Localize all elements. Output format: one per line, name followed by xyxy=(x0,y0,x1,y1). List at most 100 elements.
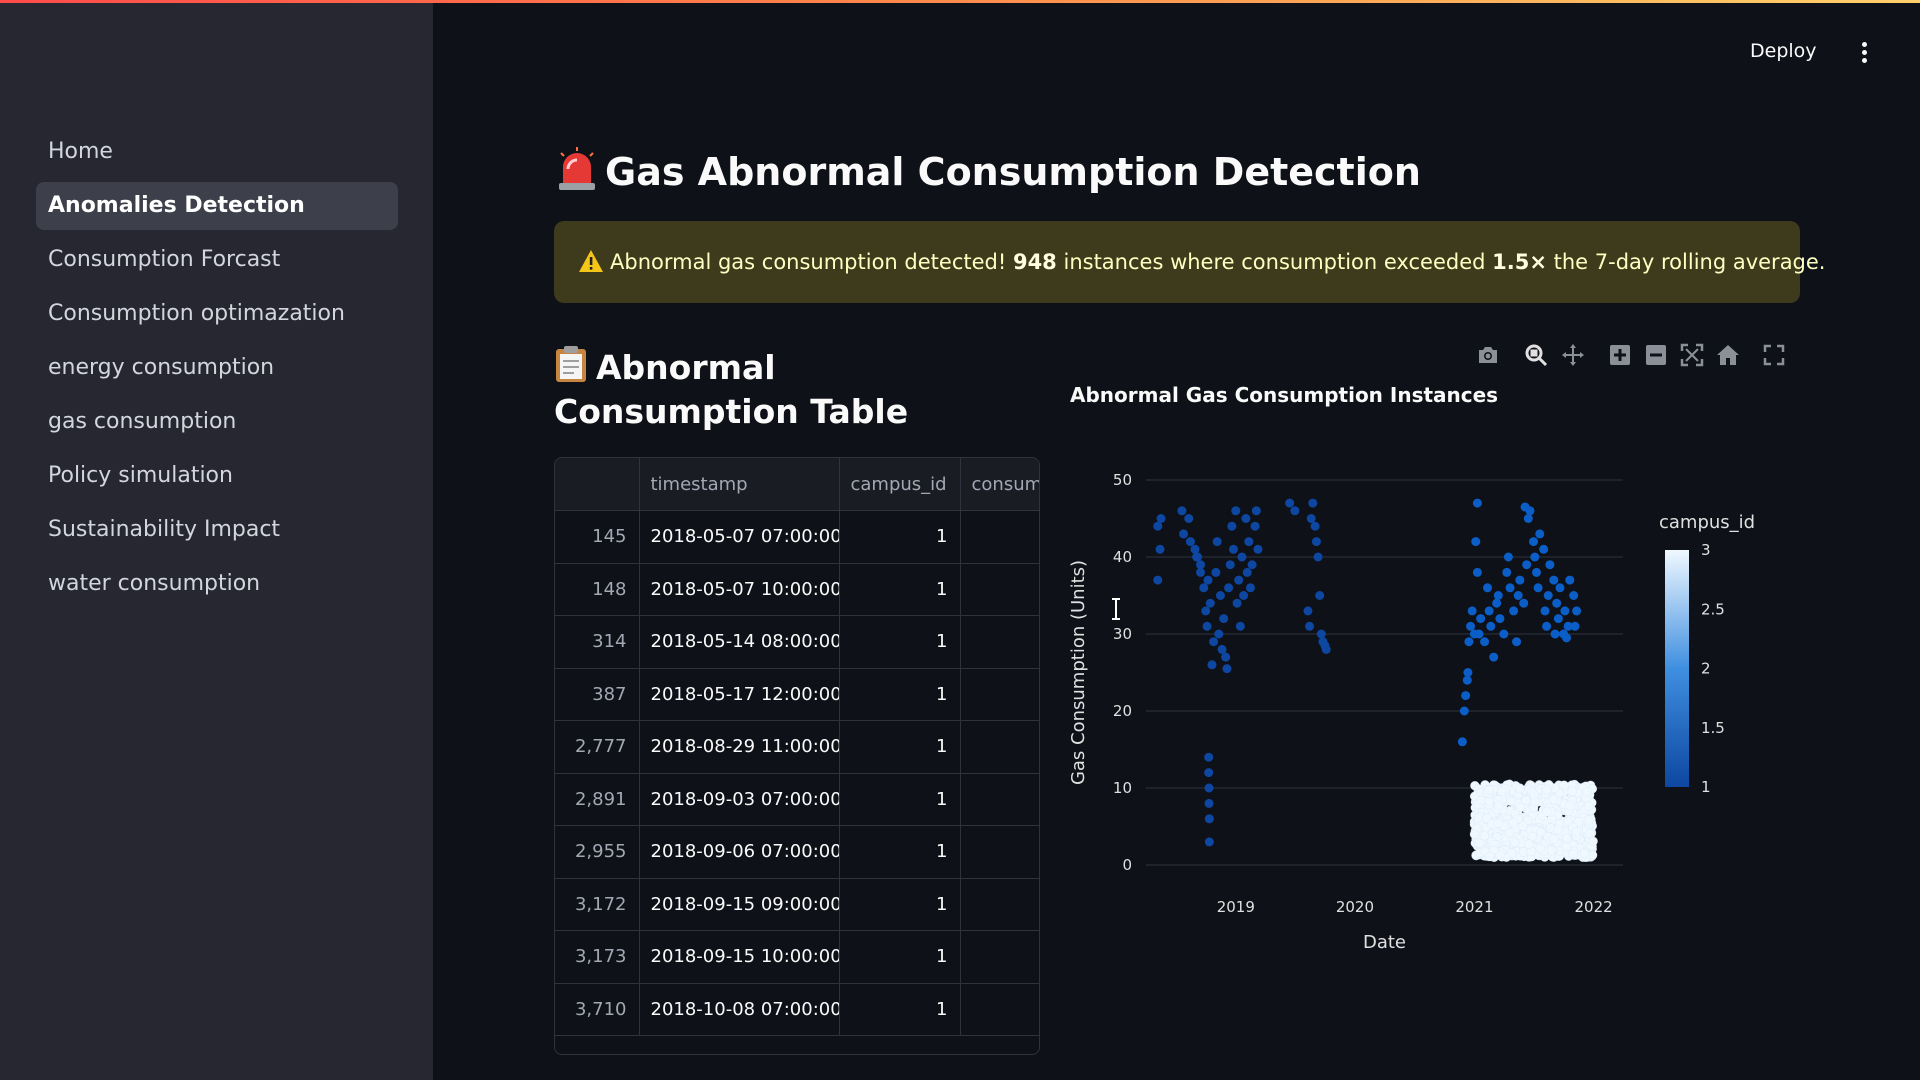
data-point-campus-1[interactable] xyxy=(1203,575,1213,585)
data-point-campus-1[interactable] xyxy=(1199,583,1209,593)
data-point-campus-3[interactable] xyxy=(1548,834,1559,844)
row-index[interactable]: 148 xyxy=(555,563,640,616)
scatter-chart[interactable]: 0 10 20 30 40 50 2019 2020 2021 2022 Date Gas Consu… xyxy=(1060,440,1780,960)
data-point-campus-3[interactable] xyxy=(1536,827,1546,837)
reset-axes-icon[interactable] xyxy=(1716,343,1740,367)
data-point-campus-2[interactable] xyxy=(1520,502,1530,512)
row-index[interactable]: 3,173 xyxy=(555,930,640,984)
data-point-campus-2[interactable] xyxy=(1542,621,1552,631)
zoom-out-icon[interactable] xyxy=(1644,343,1668,367)
row-index[interactable]: 387 xyxy=(555,668,640,721)
row-consumption[interactable]: 37 xyxy=(960,510,1039,564)
data-point-campus-1[interactable] xyxy=(1204,837,1214,847)
data-point-campus-1[interactable] xyxy=(1251,506,1261,516)
data-point-campus-2[interactable] xyxy=(1502,567,1512,577)
data-point-campus-1[interactable] xyxy=(1321,644,1331,654)
data-point-campus-2[interactable] xyxy=(1543,591,1553,600)
data-point-campus-2[interactable] xyxy=(1569,591,1579,600)
data-point-campus-1[interactable] xyxy=(1227,521,1237,531)
column-header-campus-id[interactable]: campus_id xyxy=(839,458,961,511)
data-point-campus-3[interactable] xyxy=(1546,846,1557,856)
data-point-campus-1[interactable] xyxy=(1306,514,1316,523)
data-point-campus-1[interactable] xyxy=(1244,537,1254,547)
data-point-campus-2[interactable] xyxy=(1560,606,1570,616)
data-point-campus-3[interactable] xyxy=(1535,843,1545,853)
data-point-campus-1[interactable] xyxy=(1196,567,1206,577)
row-campus-id[interactable]: 1 xyxy=(839,720,961,774)
row-campus-id[interactable]: 1 xyxy=(839,668,961,721)
data-point-campus-2[interactable] xyxy=(1499,629,1509,639)
data-point-campus-3[interactable] xyxy=(1583,815,1594,825)
data-point-campus-2[interactable] xyxy=(1549,575,1559,585)
data-point-campus-1[interactable] xyxy=(1190,544,1200,554)
data-point-campus-2[interactable] xyxy=(1530,552,1540,562)
sidebar-item-water-consumption[interactable]: water consumption xyxy=(48,571,261,596)
data-point-campus-3[interactable] xyxy=(1571,827,1581,837)
data-point-campus-1[interactable] xyxy=(1315,591,1325,600)
data-point-campus-2[interactable] xyxy=(1492,598,1502,608)
data-point-campus-3[interactable] xyxy=(1542,785,1552,795)
sidebar-item-consumption-forcast[interactable]: Consumption Forcast xyxy=(48,247,281,272)
row-consumption[interactable]: 4 xyxy=(960,825,1039,879)
data-point-campus-1[interactable] xyxy=(1193,552,1203,562)
data-point-campus-2[interactable] xyxy=(1535,529,1545,539)
data-point-campus-3[interactable] xyxy=(1495,850,1505,860)
data-point-campus-3[interactable] xyxy=(1473,813,1484,823)
data-point-campus-2[interactable] xyxy=(1464,637,1474,647)
row-timestamp[interactable]: 2018-05-07 07:00:00 xyxy=(639,510,840,564)
data-point-campus-1[interactable] xyxy=(1177,506,1187,516)
data-point-campus-3[interactable] xyxy=(1583,801,1594,811)
data-point-campus-1[interactable] xyxy=(1207,660,1217,670)
row-timestamp[interactable]: 2018-05-07 10:00:00 xyxy=(639,563,840,616)
zoom-icon[interactable] xyxy=(1524,343,1548,367)
data-point-campus-3[interactable] xyxy=(1521,795,1531,805)
data-point-campus-3[interactable] xyxy=(1484,785,1494,795)
row-campus-id[interactable]: 1 xyxy=(839,930,961,984)
row-consumption[interactable]: 4 xyxy=(960,615,1039,669)
data-point-campus-2[interactable] xyxy=(1472,498,1482,508)
data-point-campus-2[interactable] xyxy=(1505,583,1515,593)
data-point-campus-1[interactable] xyxy=(1201,606,1211,616)
row-consumption[interactable]: 44 xyxy=(960,668,1039,721)
data-point-campus-1[interactable] xyxy=(1204,783,1214,793)
data-point-campus-3[interactable] xyxy=(1494,800,1504,811)
row-timestamp[interactable]: 2018-09-15 09:00:00 xyxy=(639,878,840,931)
abnormal-consumption-table[interactable]: timestamp campus_id consum 145 2018-05-07… xyxy=(554,457,1040,1055)
fullscreen-icon[interactable] xyxy=(1762,343,1786,367)
row-timestamp[interactable]: 2018-05-14 08:00:00 xyxy=(639,615,840,669)
row-campus-id[interactable]: 1 xyxy=(839,563,961,616)
row-consumption[interactable]: 39 xyxy=(960,878,1039,931)
data-point-campus-2[interactable] xyxy=(1512,637,1522,647)
data-point-campus-1[interactable] xyxy=(1211,567,1221,577)
zoom-in-icon[interactable] xyxy=(1608,343,1632,367)
row-index[interactable]: 314 xyxy=(555,615,640,669)
data-point-campus-1[interactable] xyxy=(1209,637,1219,647)
row-timestamp[interactable]: 2018-09-03 07:00:00 xyxy=(639,773,840,826)
row-campus-id[interactable]: 1 xyxy=(839,615,961,669)
row-index[interactable]: 2,891 xyxy=(555,773,640,826)
data-point-campus-2[interactable] xyxy=(1463,668,1473,677)
data-point-campus-3[interactable] xyxy=(1562,833,1572,843)
row-campus-id[interactable]: 1 xyxy=(839,825,961,879)
data-point-campus-2[interactable] xyxy=(1462,675,1472,685)
row-consumption[interactable]: 44 xyxy=(960,563,1039,616)
data-point-campus-2[interactable] xyxy=(1570,621,1580,631)
data-point-campus-2[interactable] xyxy=(1555,583,1565,593)
data-point-campus-1[interactable] xyxy=(1153,521,1163,531)
data-point-campus-1[interactable] xyxy=(1250,521,1260,531)
data-point-campus-3[interactable] xyxy=(1508,818,1518,828)
deploy-button[interactable]: Deploy xyxy=(1750,40,1817,62)
data-point-campus-3[interactable] xyxy=(1469,829,1480,839)
data-point-campus-3[interactable] xyxy=(1479,831,1490,841)
data-point-campus-1[interactable] xyxy=(1179,529,1189,539)
data-point-campus-1[interactable] xyxy=(1204,768,1214,778)
data-point-campus-3[interactable] xyxy=(1504,828,1515,838)
data-point-campus-2[interactable] xyxy=(1545,560,1555,570)
data-point-campus-3[interactable] xyxy=(1497,786,1507,797)
data-point-campus-1[interactable] xyxy=(1214,629,1224,639)
